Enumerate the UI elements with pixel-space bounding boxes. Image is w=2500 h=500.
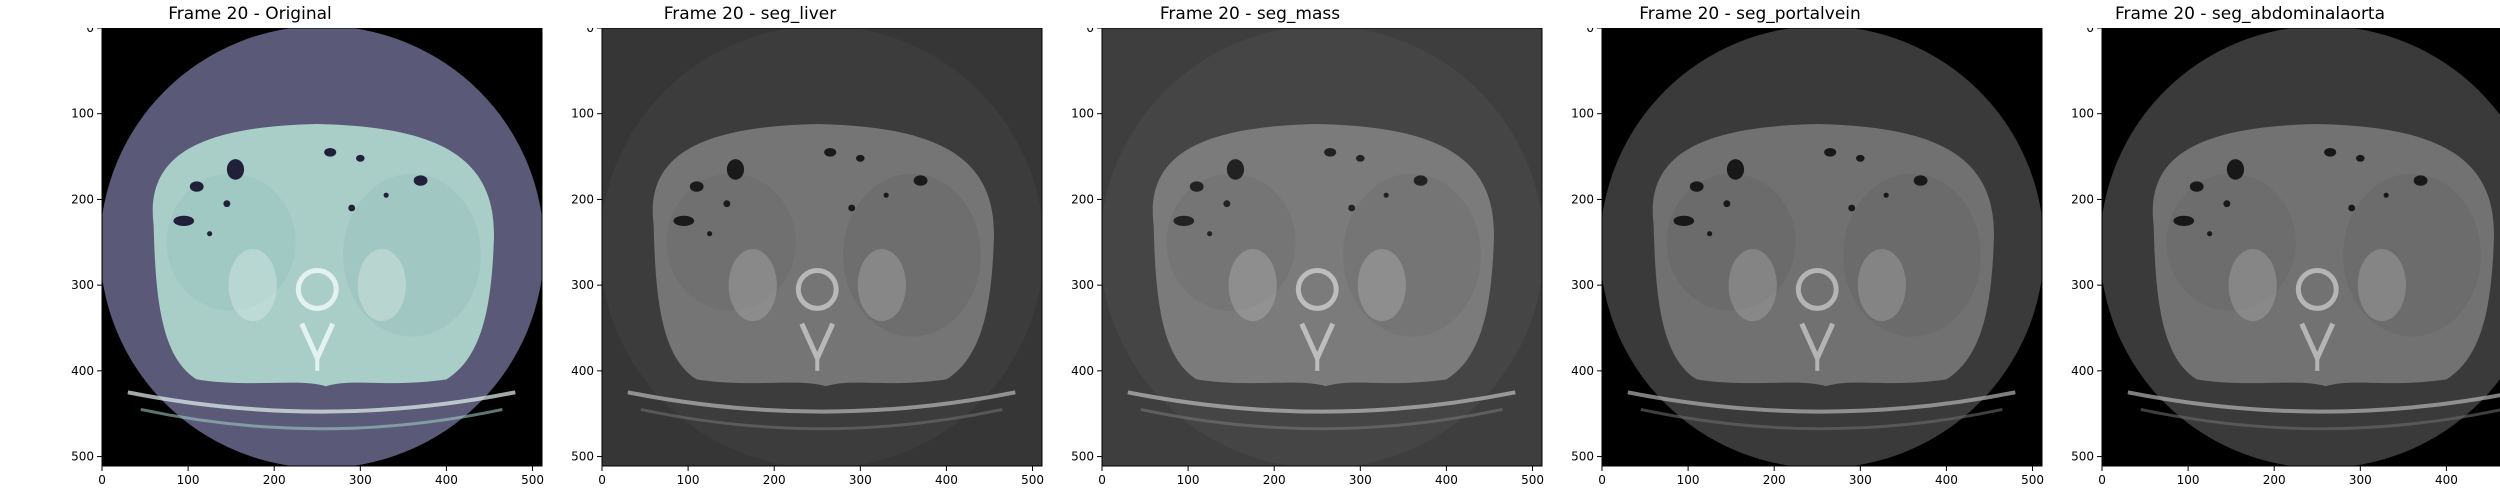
panel-0: Frame 20 - Original 0 100 200 300 400 500 0 100 2… xyxy=(0,0,544,500)
y-tick-label: 400 xyxy=(71,364,94,378)
panel-title: Frame 20 - seg_abdominalaorta xyxy=(2114,4,2386,24)
ct-slice-image: 0 100 200 300 400 500 0 100 200 300 400 500 xyxy=(571,28,1044,487)
y-tick-label: 100 xyxy=(2071,107,2094,121)
y-tick-label: 400 xyxy=(571,364,594,378)
y-tick-label: 200 xyxy=(571,192,594,206)
y-tick-label: 100 xyxy=(1071,107,1094,121)
y-tick-label: 0 xyxy=(1586,28,1594,35)
x-tick-label: 200 xyxy=(1763,473,1786,487)
x-tick-label: 400 xyxy=(935,473,958,487)
x-tick-label: 100 xyxy=(1177,473,1200,487)
ct-slice-image: 0 100 200 300 400 500 0 100 200 300 400 500 xyxy=(1071,28,1544,487)
panel-title: Frame 20 - seg_liver xyxy=(663,4,837,24)
panel-3: Frame 20 - seg_portalvein 0 100 200 300 400 50… xyxy=(1500,0,2044,500)
x-tick-label: 300 xyxy=(849,473,872,487)
x-tick-label: 400 xyxy=(1435,473,1458,487)
panel-title: Frame 20 - Original xyxy=(168,4,332,24)
x-tick-label: 500 xyxy=(2021,473,2044,487)
x-tick-label: 300 xyxy=(2349,473,2372,487)
x-tick-label: 0 xyxy=(1598,473,1606,487)
y-tick-label: 300 xyxy=(71,278,94,292)
x-tick-label: 300 xyxy=(1349,473,1372,487)
x-tick-label: 500 xyxy=(1521,473,1544,487)
x-tick-label: 100 xyxy=(677,473,700,487)
panel-4: Frame 20 - seg_abdominalaorta 0 100 200 300 4… xyxy=(2000,0,2500,500)
x-tick-label: 500 xyxy=(521,473,544,487)
ct-slice-image: 0 100 200 300 400 500 0 100 200 300 400 500 xyxy=(1571,28,2044,487)
x-tick-label: 0 xyxy=(1098,473,1106,487)
y-tick-label: 500 xyxy=(571,450,594,464)
x-tick-label: 300 xyxy=(349,473,372,487)
x-tick-label: 400 xyxy=(435,473,458,487)
panel-title: Frame 20 - seg_portalvein xyxy=(1639,4,1861,24)
x-tick-label: 500 xyxy=(1021,473,1044,487)
y-tick-label: 500 xyxy=(1071,450,1094,464)
x-tick-label: 400 xyxy=(1935,473,1958,487)
y-tick-label: 400 xyxy=(1071,364,1094,378)
y-tick-label: 300 xyxy=(1071,278,1094,292)
y-tick-label: 500 xyxy=(1571,450,1594,464)
image-axes: 0 100 200 300 400 500 0 100 200 300 400 500 xyxy=(1552,28,2044,487)
x-tick-label: 200 xyxy=(2263,473,2286,487)
panel-1: Frame 20 - seg_liver 0 100 200 300 400 500 0 100… xyxy=(500,0,1044,500)
y-tick-label: 500 xyxy=(2071,450,2094,464)
y-tick-label: 0 xyxy=(86,28,94,35)
y-tick-label: 200 xyxy=(71,192,94,206)
y-tick-label: 500 xyxy=(71,450,94,464)
x-tick-label: 200 xyxy=(1263,473,1286,487)
x-tick-label: 0 xyxy=(98,473,106,487)
y-tick-label: 400 xyxy=(1571,364,1594,378)
y-tick-label: 400 xyxy=(2071,364,2094,378)
y-tick-label: 300 xyxy=(2071,278,2094,292)
y-tick-label: 300 xyxy=(1571,278,1594,292)
y-tick-label: 100 xyxy=(71,107,94,121)
panel-2: Frame 20 - seg_mass 0 100 200 300 400 500 0 100 2… xyxy=(1000,0,1544,500)
y-tick-label: 200 xyxy=(1571,192,1594,206)
image-axes: 0 100 200 300 400 500 0 100 200 300 400 500 xyxy=(552,28,1044,487)
image-axes: 0 100 200 300 400 500 0 100 200 300 400 500 xyxy=(1052,28,1544,487)
panel-title: Frame 20 - seg_mass xyxy=(1159,4,1341,24)
y-tick-label: 0 xyxy=(1086,28,1094,35)
y-tick-label: 200 xyxy=(2071,192,2094,206)
x-tick-label: 100 xyxy=(2177,473,2200,487)
y-tick-label: 200 xyxy=(1071,192,1094,206)
x-tick-label: 100 xyxy=(1677,473,1700,487)
x-tick-label: 100 xyxy=(177,473,200,487)
y-tick-label: 0 xyxy=(586,28,594,35)
y-tick-label: 100 xyxy=(571,107,594,121)
y-tick-label: 300 xyxy=(571,278,594,292)
ct-slice-image: 0 100 200 300 400 500 0 100 200 300 400 500 xyxy=(71,28,544,487)
y-tick-label: 0 xyxy=(2086,28,2094,35)
y-tick-label: 100 xyxy=(1571,107,1594,121)
x-tick-label: 200 xyxy=(763,473,786,487)
x-tick-label: 0 xyxy=(2098,473,2106,487)
image-axes: 0 100 200 300 400 500 0 100 200 300 400 500 xyxy=(52,28,544,487)
x-tick-label: 0 xyxy=(598,473,606,487)
x-tick-label: 200 xyxy=(263,473,286,487)
x-tick-label: 300 xyxy=(1849,473,1872,487)
x-tick-label: 400 xyxy=(2435,473,2458,487)
